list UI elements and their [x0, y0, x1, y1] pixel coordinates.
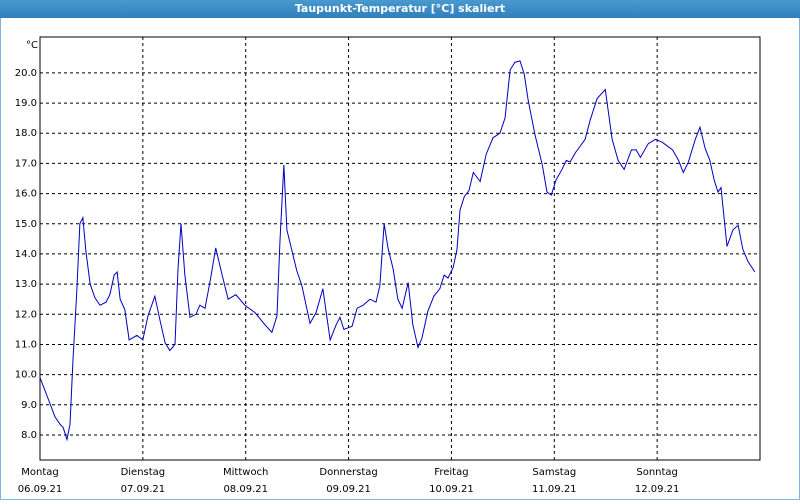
y-tick-label: 9.0	[21, 400, 37, 411]
title-bar	[0, 0, 800, 18]
y-tick-label: 20.0	[15, 68, 37, 79]
y-tick-label: 14.0	[15, 249, 37, 260]
y-tick-label: 16.0	[15, 189, 37, 200]
x-tick-date: 08.09.21	[223, 484, 268, 495]
x-tick-label: Freitag	[434, 467, 468, 478]
x-tick-label: Donnerstag	[319, 467, 377, 478]
x-tick-date: 10.09.21	[429, 484, 474, 495]
chart-title: Taupunkt-Temperatur [°C] skaliert	[295, 2, 505, 15]
x-tick-label: Montag	[21, 467, 58, 478]
y-tick-label: 18.0	[15, 128, 37, 139]
y-tick-label: 8.0	[21, 430, 37, 441]
x-tick-label: Mittwoch	[223, 467, 268, 478]
y-tick-label: 17.0	[15, 158, 37, 169]
plot-area	[39, 36, 761, 461]
y-tick-label: 11.0	[15, 339, 37, 350]
x-tick-date: 06.09.21	[18, 484, 63, 495]
x-tick-label: Dienstag	[121, 467, 166, 478]
y-tick-label: 19.0	[15, 98, 37, 109]
y-unit: °C	[26, 40, 38, 51]
y-tick-label: 15.0	[15, 219, 37, 230]
x-tick-date: 07.09.21	[121, 484, 166, 495]
x-tick-label: Samstag	[532, 467, 576, 478]
y-tick-label: 10.0	[15, 370, 37, 381]
x-tick-date: 12.09.21	[635, 484, 680, 495]
y-tick-label: 13.0	[15, 279, 37, 290]
y-tick-label: 12.0	[15, 309, 37, 320]
x-tick-label: Sonntag	[636, 467, 678, 478]
x-tick-date: 11.09.21	[532, 484, 577, 495]
data-line	[39, 60, 756, 442]
x-tick-date: 09.09.21	[326, 484, 371, 495]
